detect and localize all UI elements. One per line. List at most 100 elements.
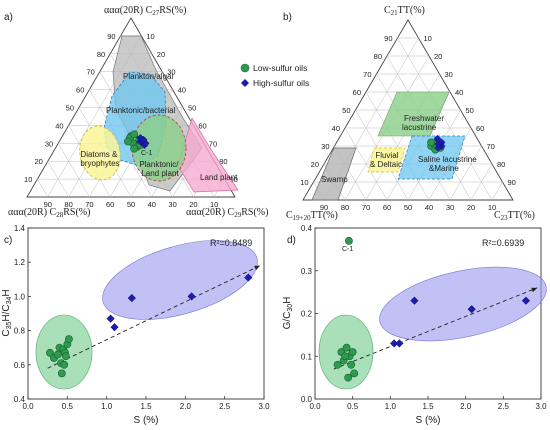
tick-label-right: 60 [476, 124, 484, 133]
low-sulfur-point [342, 343, 351, 352]
trend-line [333, 287, 538, 370]
axis-a-left-sub: 28 [56, 211, 64, 219]
ternary-grid-line [344, 127, 388, 201]
low-sulfur-point [60, 360, 69, 369]
x-tick-label: 3.0 [258, 402, 270, 411]
region-label-saline: Saline lacustrine &Marine [418, 155, 479, 173]
r2-d: R²=0.6939 [482, 238, 524, 248]
tick-label-bottom: 20 [189, 200, 197, 209]
y-tick-label: 0.4 [301, 224, 313, 233]
tick-label-right: 10 [146, 32, 154, 41]
x-tick-label: 0.0 [22, 402, 34, 411]
high-sulfur-point [187, 292, 196, 301]
region-diatoms-bryophytes [79, 125, 121, 181]
tick-label-left: 50 [342, 106, 350, 115]
tick-label-bottom: 70 [362, 203, 370, 212]
x-tick-label: 1.5 [422, 402, 434, 411]
tick-label-right: 50 [188, 104, 196, 113]
tick-label-bottom: 60 [383, 203, 391, 212]
plot-c-axes: 0.0 0.5 1.0 1.5 2.0 2.5 3.0 0.4 0.6 0.8 1.0 1.2 1.4 [14, 224, 270, 411]
tick-label-left: 70 [86, 68, 94, 77]
tick-label-bottom: 50 [127, 200, 135, 209]
x-tick-label: 2.0 [180, 402, 192, 411]
tick-label-right: 80 [219, 157, 227, 166]
axis-a-left-rest: RS(%) [63, 207, 90, 218]
low-sulfur-point [341, 352, 350, 361]
region-label-diatoms-l1: Diatoms & [80, 150, 118, 159]
plot-c-trendline [47, 265, 261, 369]
tick-label-left: 40 [332, 124, 340, 133]
low-sulfur-point [57, 369, 66, 378]
tick-label-right: 40 [455, 88, 463, 97]
plot-d-axes: 0.0 0.5 1.0 1.5 2.0 2.5 3.0 0.0 0.1 0.2 0.3 0.4 [301, 224, 547, 411]
region-label-fluvial: Fluvial & Deltaic [370, 151, 402, 169]
axis-a-top-a3: α [114, 5, 120, 16]
panel-d-label: d) [287, 235, 296, 246]
ylabel-c: C35H/C34H [1, 289, 13, 336]
axis-title-b-left: C19+20TT(%) [286, 210, 338, 222]
legend-low-sulfur-label: Low-sulfur oils [253, 63, 307, 73]
region-label-planktonic-land-plant-l2: Land plant [141, 169, 179, 178]
region-label-planktonic-land-plant-l1: Planktonic/ [139, 160, 179, 169]
region-swamp [311, 147, 357, 201]
cluster-d-low-sulfur [318, 314, 374, 390]
axis-title-a-right: ααα(20R) C29RS(%) [186, 207, 268, 219]
cluster-d-high-sulfur [379, 266, 547, 342]
axis-title-b-top: C21TT(%) [384, 5, 425, 17]
x-tick-label: 2.5 [219, 402, 231, 411]
ternary-grid-line [491, 181, 503, 201]
legend-low-sulfur-marker [240, 63, 250, 73]
y-tick-label: 0.3 [301, 267, 313, 276]
region-label-planktonic-land-plant: Planktonic/ Land plant [139, 160, 180, 178]
high-sulfur-point [467, 305, 476, 314]
tick-label-right: 70 [487, 142, 495, 151]
axis-a-right-rest: RS(%) [241, 207, 268, 218]
y-tick-label: 1.0 [14, 292, 26, 301]
tick-label-right: 70 [209, 139, 217, 148]
ylabel-c-end: H [1, 289, 12, 296]
axis-title-b-right: C23TT(%) [494, 210, 535, 222]
plot-c-points [46, 273, 253, 378]
tick-label-right: 90 [508, 178, 516, 187]
tick-label-bottom: 80 [64, 200, 72, 209]
panel-b-label: b) [283, 12, 292, 23]
ternary-b-points [427, 134, 446, 154]
ylabel-d-end: H [282, 297, 293, 304]
x-tick-label: 0.5 [347, 402, 359, 411]
y-tick-label: 0.6 [14, 361, 26, 370]
tick-label-right: 60 [198, 121, 206, 130]
axis-b-left-rest: TT(%) [311, 210, 338, 221]
tick-label-left: 30 [45, 139, 53, 148]
x-tick-label: 1.0 [385, 402, 397, 411]
tick-label-left: 90 [107, 32, 115, 41]
tick-label-left: 90 [384, 34, 392, 43]
tick-label-left: 20 [34, 157, 42, 166]
ternary-grid-line [449, 145, 482, 201]
axis-a-top-rest: RS(%) [159, 5, 186, 16]
low-sulfur-point [344, 373, 353, 382]
y-tick-label: 0.1 [301, 352, 313, 361]
ternary-grid-line [57, 143, 90, 198]
legend: Low-sulfur oils High-sulfur oils [240, 63, 309, 88]
axis-b-right-rest: TT(%) [508, 210, 535, 221]
tick-label-left: 80 [374, 52, 382, 61]
region-label-diatoms-l2: bryophytes [80, 159, 119, 168]
ternary-grid-line [397, 37, 493, 201]
region-label-fluvial-l2: & Deltaic [370, 160, 402, 169]
region-label-fluvial-l1: Fluvial [375, 151, 398, 160]
region-label-planktonic-bacterial: Planktonic/bacterial [106, 106, 176, 115]
tick-label-left: 30 [321, 142, 329, 151]
low-sulfur-point [123, 137, 132, 146]
scatter-panel-c: c) 0.0 0.5 1.0 1.5 2.0 2.5 3.0 0.4 0.6 0.8 1.0 1.2 1… [1, 224, 270, 426]
low-sulfur-point [53, 350, 62, 359]
low-sulfur-point [344, 236, 353, 245]
tick-label-bottom: 30 [168, 200, 176, 209]
x-tick-label: 3.0 [535, 402, 547, 411]
high-sulfur-point [395, 339, 404, 348]
tick-label-right: 30 [445, 70, 453, 79]
tick-label-bottom: 10 [210, 200, 218, 209]
high-sulfur-point [127, 293, 136, 303]
x-tick-label: 0.0 [309, 402, 321, 411]
